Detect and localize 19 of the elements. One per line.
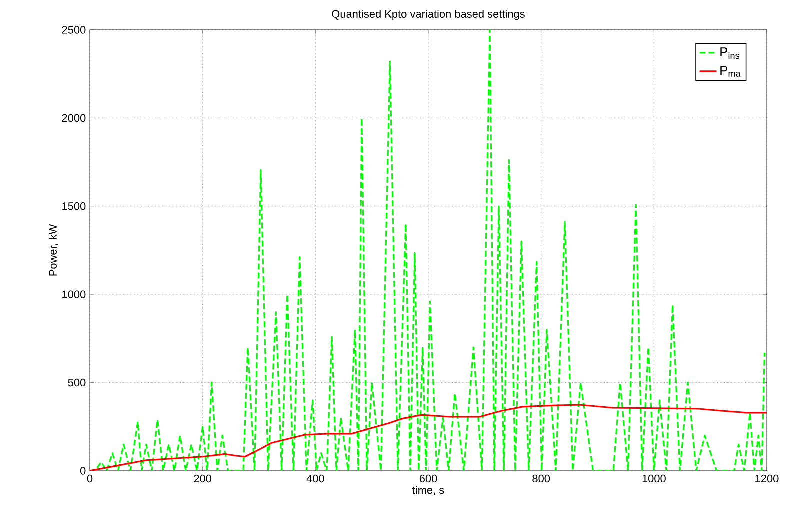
y-tick-label: 1500 [62, 202, 86, 210]
legend-label: P$_{ma}$ [720, 66, 741, 77]
x-tick-label: 800 [532, 474, 550, 483]
y-tick-label: 2000 [62, 114, 86, 122]
x-tick-label: 1000 [642, 474, 666, 483]
legend-label: P$_{ins}$ [720, 48, 740, 60]
x-tick-label: 200 [194, 474, 212, 483]
line-series [90, 404, 768, 471]
x-tick-label: 1200 [756, 474, 779, 483]
x-axis-title: time, s [412, 486, 444, 496]
x-tick-label: 0 [87, 474, 93, 483]
chart-title: Quantised Kpto variation based settings [332, 10, 525, 20]
x-tick-label: 600 [420, 474, 438, 483]
x-tick-label: 400 [306, 474, 324, 483]
y-tick-label: 2500 [62, 26, 86, 34]
y-tick-label: 1000 [62, 290, 86, 298]
y-tick-label: 500 [68, 378, 86, 387]
y-axis-title: Power, kW [48, 224, 58, 276]
y-tick-label: 0 [80, 467, 86, 475]
